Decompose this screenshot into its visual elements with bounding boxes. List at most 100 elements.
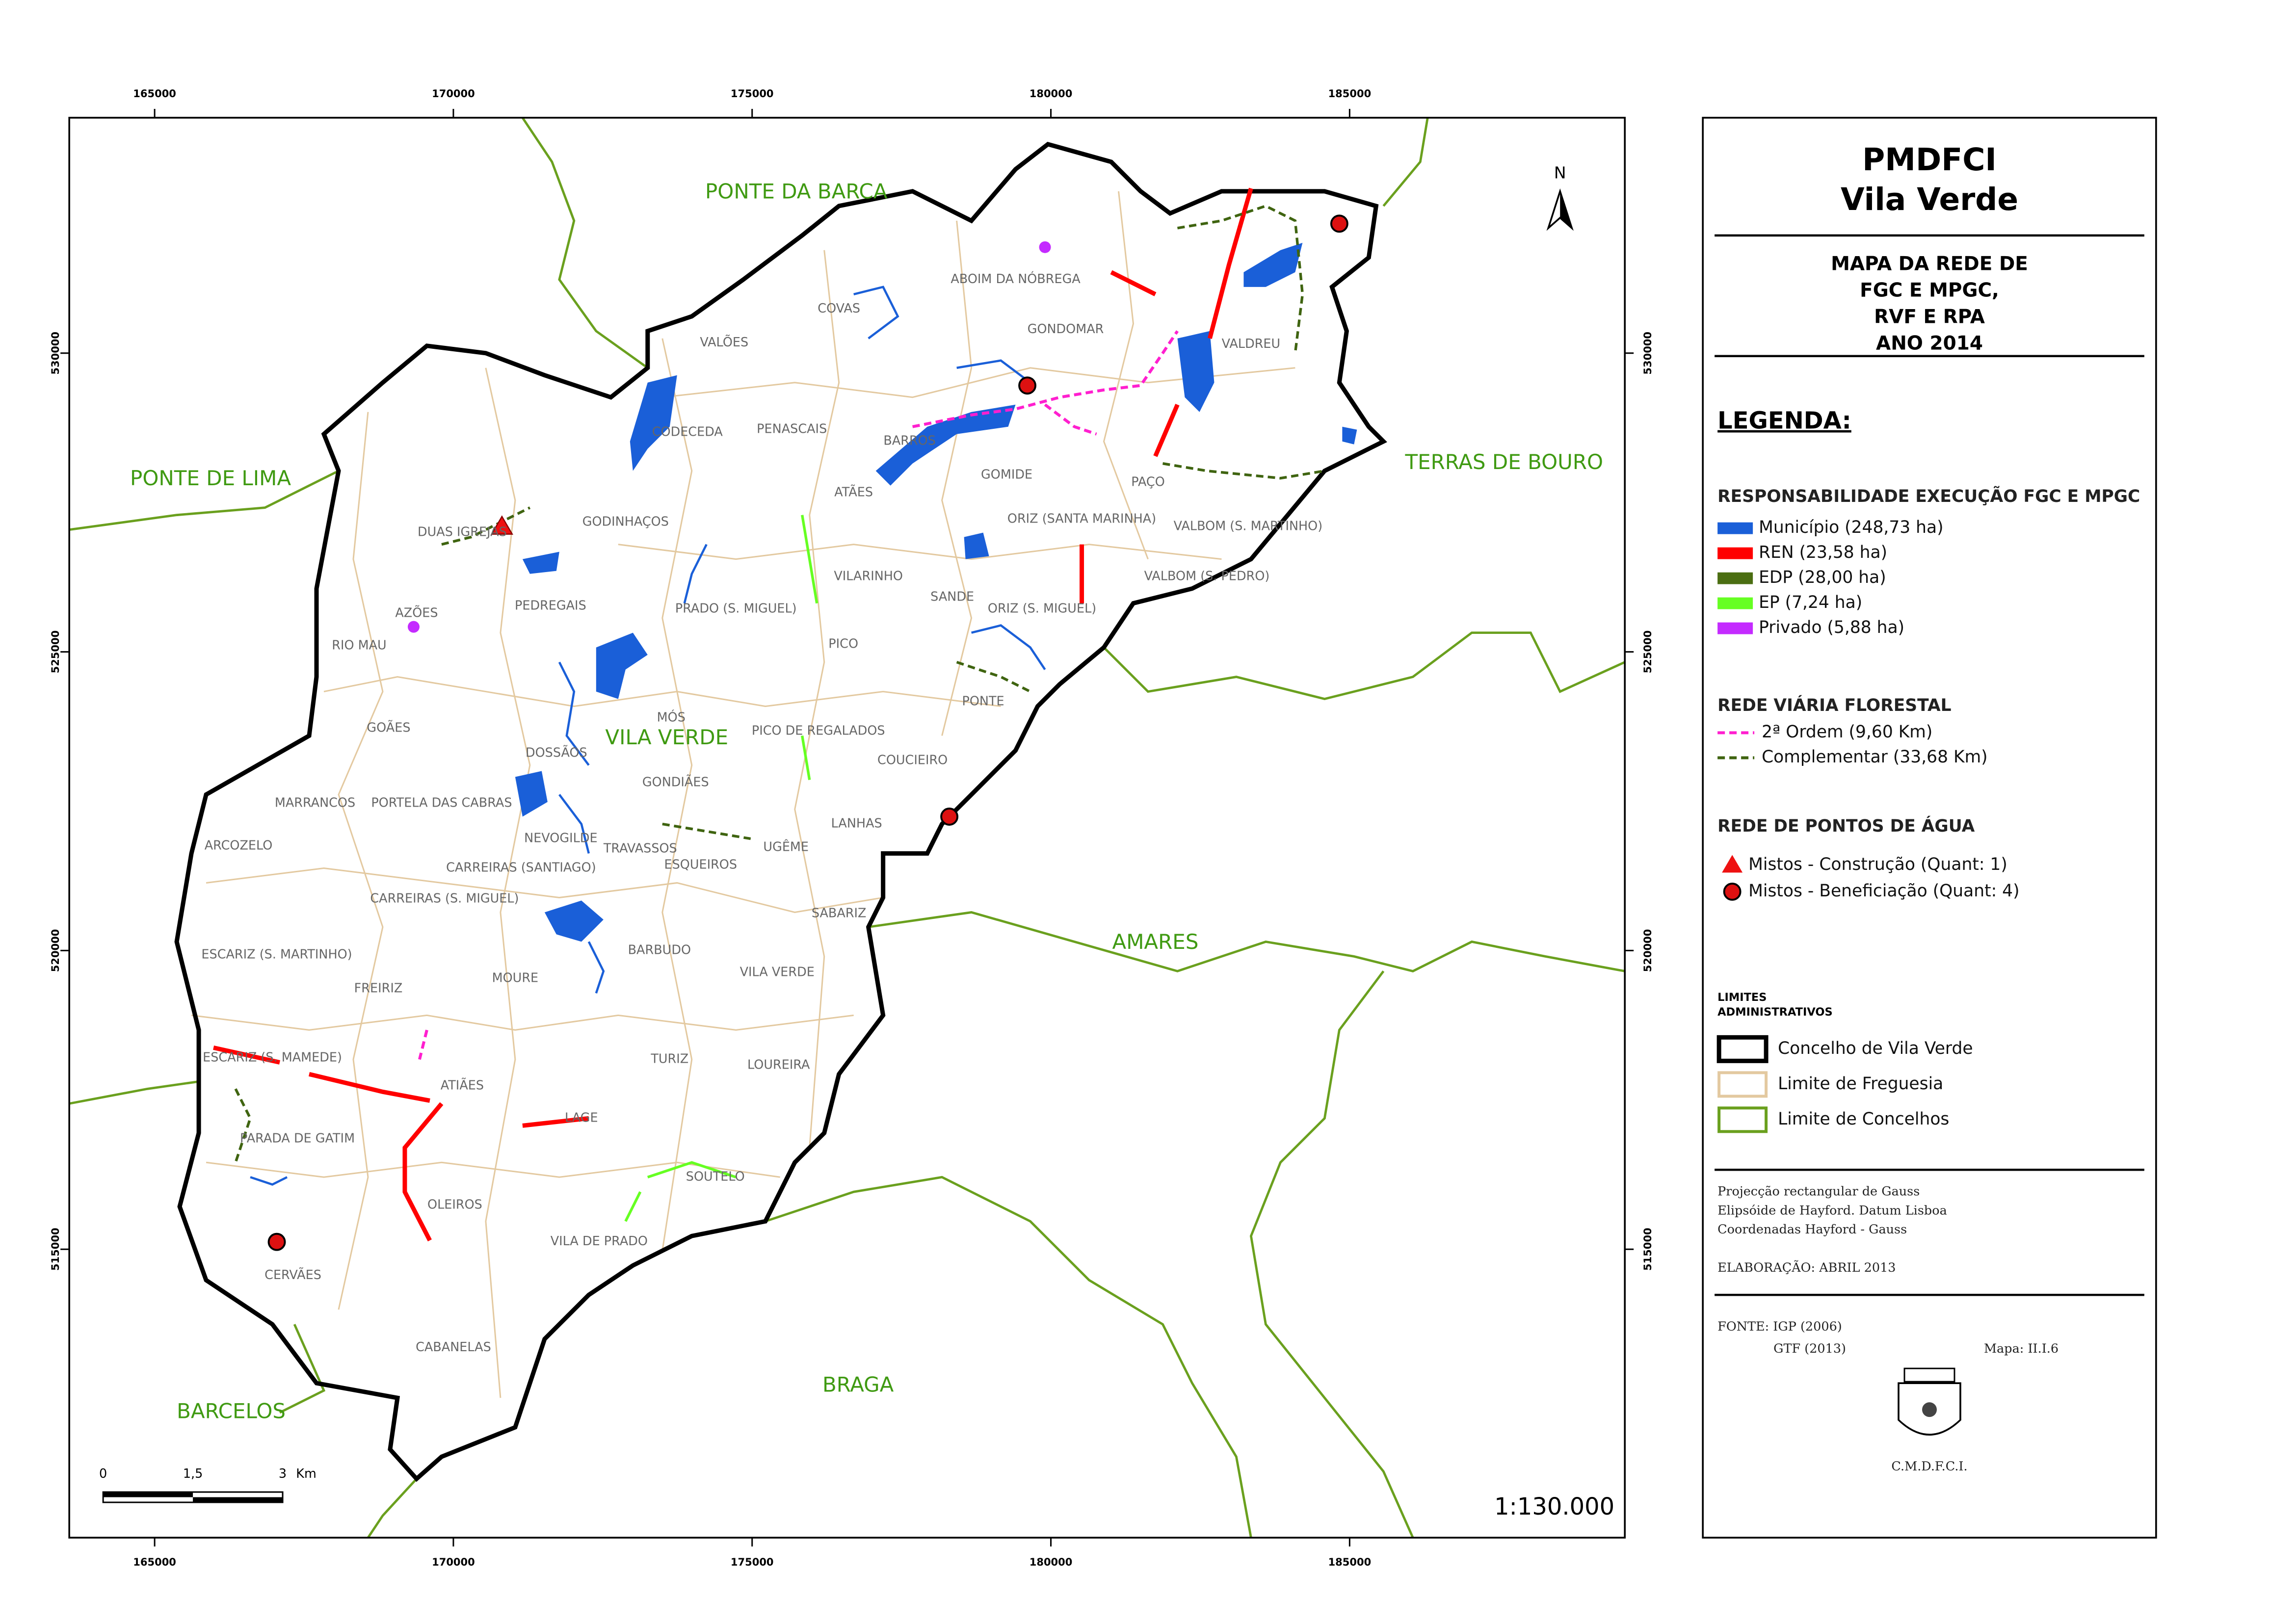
water-point xyxy=(1330,214,1348,233)
parish-label: LAGE xyxy=(565,1110,598,1125)
parish-label: PARADA DE GATIM xyxy=(240,1131,355,1146)
legend-swatch xyxy=(1723,883,1742,901)
parish-label: PICO DE REGALADOS xyxy=(752,724,885,738)
rvf-2-ordem xyxy=(418,330,1179,1060)
neighbor-label: TERRAS DE BOURO xyxy=(1404,450,1603,474)
parish-label: CARREIRAS (SANTIAGO) xyxy=(446,860,596,875)
coord-label: 525000 xyxy=(1642,630,1654,674)
strip xyxy=(234,1088,252,1163)
parish-label: PRADO (S. MIGUEL) xyxy=(675,602,797,616)
legend-swatch xyxy=(1717,597,1753,609)
legend-label: Município (248,73 ha) xyxy=(1759,518,1943,537)
stream xyxy=(587,941,605,994)
source: FONTE: IGP (2006) xyxy=(1717,1319,1842,1334)
legend-label: Mistos - Beneficiação (Quant: 4) xyxy=(1748,881,2019,901)
panel-dividers xyxy=(1715,234,2144,1296)
legend-swatch xyxy=(1722,855,1743,873)
coord-label: 165000 xyxy=(133,1556,176,1568)
parish-label: GONDOMAR xyxy=(1028,322,1104,337)
concelho-outline xyxy=(174,141,1387,1482)
stream xyxy=(558,661,590,766)
legend-section-title: ADMINISTRATIVOS xyxy=(1717,1006,1833,1019)
parish-label: PORTELA DAS CABRAS xyxy=(371,796,512,811)
water-point xyxy=(1018,376,1037,395)
county-limit xyxy=(521,117,649,369)
area xyxy=(544,900,604,942)
coord-label: 170000 xyxy=(432,1556,475,1568)
projection-note: Coordenadas Hayford - Gauss xyxy=(1717,1222,1907,1237)
parish-label: UGÊME xyxy=(763,839,809,854)
strip xyxy=(662,822,751,840)
neighbor-label: PONTE DA BARCA xyxy=(705,179,888,203)
parish-label: OLEIROS xyxy=(427,1197,482,1212)
legend-label: EP (7,24 ha) xyxy=(1759,593,1862,612)
neighbor-label: PONTE DE LIMA xyxy=(130,466,291,490)
coord-label: 170000 xyxy=(432,88,475,100)
parish-label: TURIZ xyxy=(650,1051,688,1066)
parish-label: VILA DE PRADO xyxy=(551,1234,648,1249)
coord-label: 520000 xyxy=(50,929,61,972)
neighbor-label: BARCELOS xyxy=(177,1399,286,1423)
parish-label: ESCARIZ (S. MARTINHO) xyxy=(201,947,352,962)
parish-label: COUCIEIRO xyxy=(877,753,948,768)
parish-label: VALDREU xyxy=(1222,337,1281,351)
stream xyxy=(683,544,708,604)
parish-label: ESCARIZ (S. MAMEDE) xyxy=(203,1050,342,1065)
fgc-edp xyxy=(234,204,1325,1163)
strip xyxy=(1153,403,1180,457)
county-limit xyxy=(868,911,1625,972)
strip xyxy=(308,1072,430,1103)
legend-swatch xyxy=(1717,572,1753,584)
parish-label: LOUREIRA xyxy=(747,1057,810,1072)
scale-text: 1:130.000 xyxy=(1494,1493,1614,1520)
parish-label: VILARINHO xyxy=(834,569,903,584)
scale-bar-label: 3 xyxy=(279,1466,287,1481)
map-title: RVF E RPA xyxy=(1874,306,1985,328)
county-limit xyxy=(69,470,340,531)
parish-limit xyxy=(1103,191,1149,560)
area xyxy=(1243,242,1303,287)
parish-label: TRAVASSOS xyxy=(603,841,677,856)
neighbor-label: AMARES xyxy=(1112,930,1199,954)
stream xyxy=(853,286,899,340)
scale-bar-label: Km xyxy=(296,1466,317,1481)
fgc-ren xyxy=(213,187,1253,1242)
parish-label: SABARIZ xyxy=(812,906,867,920)
legend-swatch xyxy=(1717,622,1753,634)
parish-limit xyxy=(206,867,883,913)
county-limits xyxy=(69,117,1626,1539)
source: GTF (2013) xyxy=(1773,1341,1846,1356)
parish-label: VILA VERDE xyxy=(740,965,815,979)
parish-label: ESQUEIROS xyxy=(664,857,737,872)
emblem xyxy=(1898,1367,1961,1436)
panel-frame xyxy=(1702,117,2157,1539)
county-limit xyxy=(1249,970,1414,1539)
parish-label: ARCOZELO xyxy=(205,838,273,853)
parish-label: ABOIM DA NÓBREGA xyxy=(950,271,1081,287)
north-arrow-half xyxy=(1560,191,1572,228)
parish-limit xyxy=(206,1161,780,1178)
stream xyxy=(956,359,1031,384)
county-limit xyxy=(1103,631,1626,701)
county-limit xyxy=(279,1324,326,1414)
streams xyxy=(250,286,1046,1186)
emblem-crown xyxy=(1903,1367,1955,1383)
area xyxy=(515,771,548,817)
projection-note: Elipsóide de Hayford. Datum Lisboa xyxy=(1717,1203,1947,1218)
parish-limit xyxy=(191,1014,854,1031)
county-limit xyxy=(1382,117,1429,207)
area xyxy=(630,375,677,471)
stream xyxy=(250,1176,288,1186)
coord-label: 165000 xyxy=(133,88,176,100)
strip xyxy=(801,735,811,780)
panel-title: PMDFCI xyxy=(1862,142,1997,178)
map: 165000 165000 170000 170000 175000 175000 1800… xyxy=(50,88,1654,1568)
emblem-detail xyxy=(1922,1402,1937,1417)
parish-label: ATÃES xyxy=(834,485,873,500)
parish-label: MARRANCOS xyxy=(275,796,355,811)
strip xyxy=(213,1045,281,1065)
fgc-privado xyxy=(407,241,1051,633)
legend-panel: PMDFCI Vila Verde MAPA DA REDE DE FGC E MPG… xyxy=(1702,117,2157,1539)
parish-label: ORIZ (SANTA MARINHA) xyxy=(1007,512,1156,526)
coord-label: 520000 xyxy=(1642,929,1654,972)
